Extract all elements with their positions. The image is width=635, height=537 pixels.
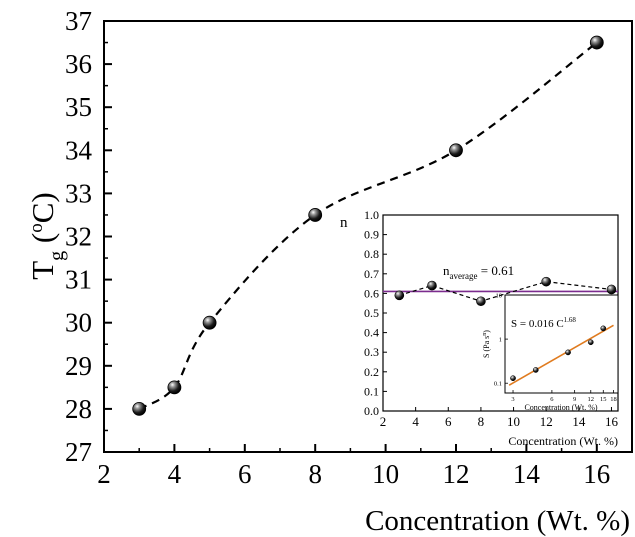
inset-data-point: [427, 280, 437, 291]
main-y-axis-ticks: 27 28 29 30 31 32 33 34 35 36 37: [65, 6, 112, 467]
nested-x-tick-label: 9: [573, 396, 576, 403]
main-data-point: [449, 143, 463, 158]
nested-y-axis-ticks: 0.1 1 10: [494, 293, 508, 388]
main-x-tick-label: 4: [168, 459, 182, 489]
main-y-label-unit-open: (: [25, 233, 60, 251]
inset-x-tick-label: 10: [507, 414, 520, 429]
nested-y-tick-label: 10: [496, 293, 503, 300]
nested-y-tick-label: 1: [499, 337, 502, 344]
inset-x-tick-label: 4: [412, 414, 419, 429]
nested-x-tick-label: 3: [511, 396, 514, 403]
nested-data-point: [510, 375, 516, 382]
inset-average-annotation: naverage = 0.61: [443, 263, 514, 281]
main-x-axis-label: Concentration (Wt. %): [365, 505, 630, 537]
main-y-tick-label: 34: [65, 135, 93, 165]
main-x-tick-label: 8: [308, 459, 322, 489]
nested-power-law-chart: 3 6 9 12 15 18 0.1 1 10 S = 0.016 C1.68 S (Pa s…: [482, 293, 619, 412]
inset-y-tick-label: 0.5: [364, 306, 379, 320]
nested-x-tick-label: 6: [550, 396, 554, 403]
nested-data-points: [510, 325, 607, 382]
main-y-tick-label: 31: [65, 265, 92, 295]
main-data-point: [167, 380, 182, 395]
inset-y-axis-ticks: 0.0 0.1 0.2 0.3 0.4 0.5 0.6 0.7 0.8 0.9 1.0: [364, 208, 387, 418]
main-data-point: [308, 208, 323, 222]
main-x-tick-label: 16: [583, 459, 610, 489]
nested-y-label-exponent: n: [482, 333, 488, 336]
main-x-tick-label: 6: [238, 459, 252, 489]
main-y-tick-label: 37: [65, 6, 92, 36]
main-y-tick-label: 35: [65, 92, 92, 122]
nested-x-tick-label: 12: [588, 396, 595, 403]
inset-y-tick-label: 0.0: [364, 404, 379, 418]
main-y-label-unit-close: C): [25, 192, 60, 223]
main-y-tick-label: 28: [65, 394, 92, 424]
main-y-tick-label: 33: [65, 178, 92, 208]
main-data-point: [589, 35, 604, 50]
main-y-tick-label: 27: [65, 437, 92, 467]
nested-fit-prefix: S = 0.016 C: [511, 318, 564, 330]
inset-y-tick-label: 0.1: [364, 384, 379, 398]
main-y-tick-label: 29: [65, 351, 92, 381]
inset-data-point: [541, 276, 551, 287]
nested-x-tick-label: 18: [610, 396, 617, 403]
nested-y-label-main: S (Pa s: [482, 336, 491, 358]
nested-y-axis-label: S (Pa sn): [482, 330, 491, 358]
main-y-label-symbol: T: [25, 261, 60, 280]
inset-y-tick-label: 0.7: [364, 267, 379, 281]
nested-data-point: [600, 325, 607, 332]
main-y-label-degree: o: [26, 223, 47, 233]
inset-x-tick-label: 12: [540, 414, 553, 429]
main-y-tick-label: 32: [65, 222, 92, 252]
nested-fit-equation: S = 0.016 C1.68: [511, 316, 576, 330]
inset-annotation-symbol: n: [443, 263, 450, 278]
inset-data-point: [606, 284, 617, 295]
inset-x-axis-ticks: 2 4 6 8 10 12 14 16: [380, 407, 619, 429]
inset-y-tick-label: 0.4: [364, 326, 379, 340]
main-data-point: [202, 315, 217, 330]
nested-data-point: [565, 349, 571, 356]
inset-annotation-subscript: average: [450, 271, 478, 281]
nested-y-label-close: ): [482, 330, 491, 333]
nested-fit-exponent: 1.68: [564, 316, 577, 324]
nested-y-tick-label: 0.1: [494, 381, 502, 388]
main-data-point: [132, 401, 147, 416]
main-x-tick-label: 14: [513, 459, 541, 489]
inset-x-axis-label: Concentration (Wt. %): [508, 434, 618, 448]
nested-data-point: [532, 367, 539, 373]
main-y-label-subscript: g: [46, 251, 68, 261]
inset-y-axis-label: n: [340, 215, 348, 231]
inset-y-tick-label: 0.6: [364, 286, 379, 300]
inset-data-point: [476, 296, 486, 307]
main-data-points: [132, 35, 604, 416]
inset-x-tick-label: 16: [605, 414, 619, 429]
inset-y-tick-label: 0.9: [364, 228, 379, 242]
nested-data-point: [587, 339, 594, 346]
main-y-tick-label: 30: [65, 308, 92, 338]
nested-x-axis-label: Concentration (Wt. %): [524, 403, 597, 412]
inset-x-tick-label: 6: [445, 414, 452, 429]
inset-data-point: [394, 290, 405, 301]
inset-y-tick-label: 0.8: [364, 247, 379, 261]
main-x-tick-label: 2: [97, 459, 111, 489]
main-x-tick-label: 12: [443, 459, 470, 489]
main-y-tick-label: 36: [65, 49, 92, 79]
nested-fit-line: [508, 324, 614, 386]
inset-x-tick-label: 2: [380, 414, 387, 429]
nested-x-tick-label: 15: [600, 396, 607, 403]
nested-plot-frame: [504, 294, 619, 394]
inset-data-points: [394, 276, 617, 307]
main-x-axis-ticks: 2 4 6 8 10 12 14 16: [97, 444, 610, 489]
inset-y-tick-label: 1.0: [364, 208, 379, 222]
inset-x-tick-label: 14: [572, 414, 586, 429]
main-x-tick-label: 10: [372, 459, 399, 489]
nested-x-axis-ticks: 3 6 9 12 15 18: [511, 390, 617, 403]
inset-y-tick-label: 0.2: [364, 365, 379, 379]
inset-x-tick-label: 8: [478, 414, 485, 429]
inset-annotation-value: = 0.61: [477, 263, 514, 278]
main-y-axis-label: Tg (oC): [25, 192, 68, 280]
inset-y-tick-label: 0.3: [364, 345, 379, 359]
